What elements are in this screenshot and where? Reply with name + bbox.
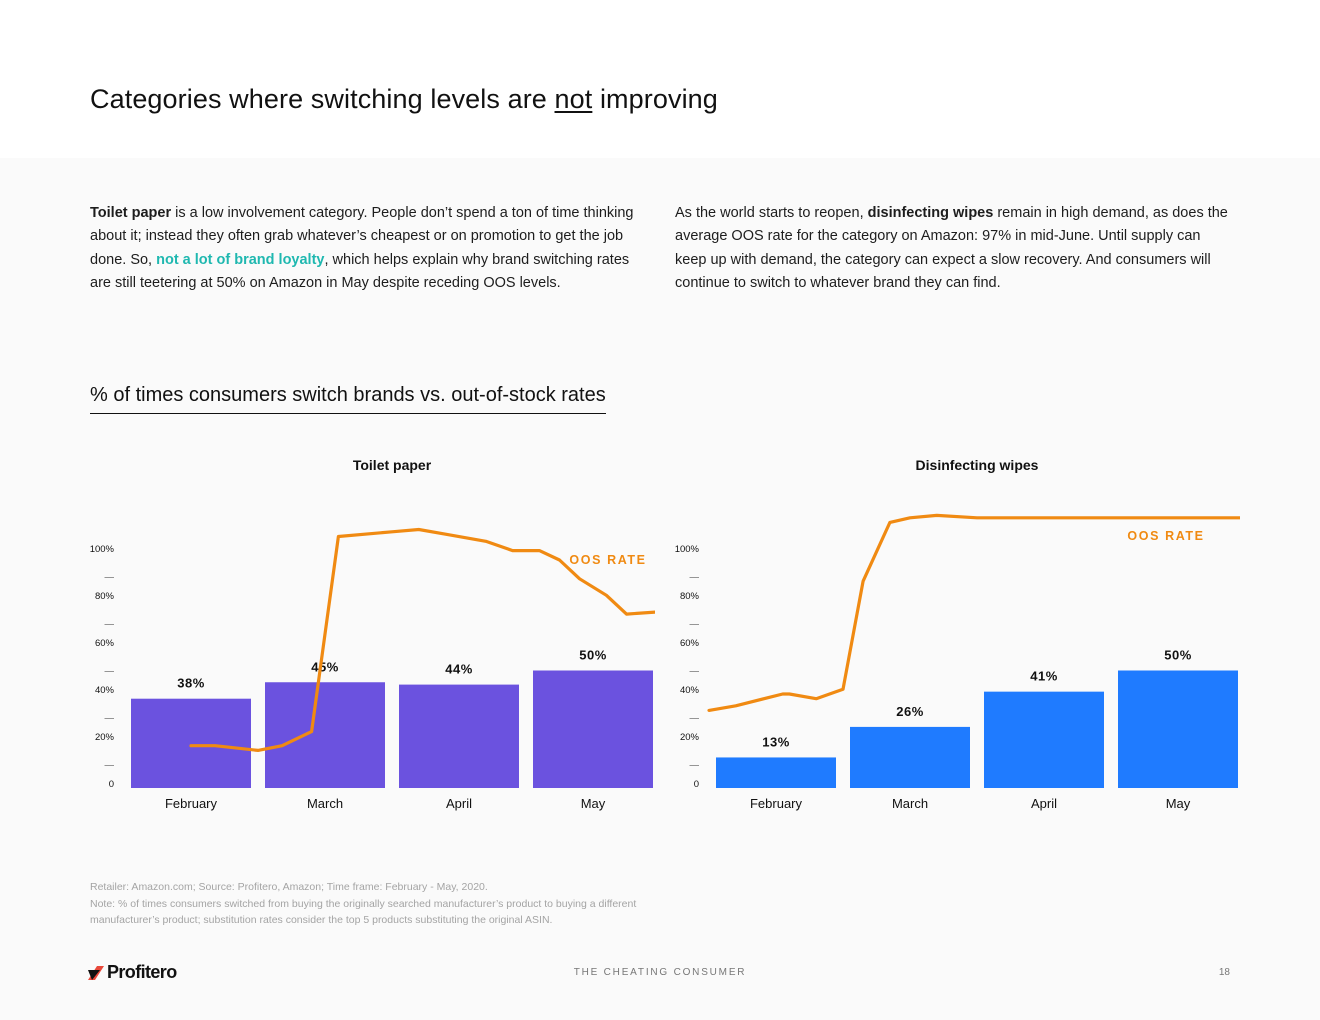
y-tick-dash: — [105,666,115,677]
oos-rate-label: OOS RATE [569,553,646,567]
header-band [0,0,1320,158]
y-tick-label: 20% [95,732,115,743]
toilet-paper-chart: Toilet paper 0 — 20% — 40% — 60% — 80% — 100% 38% Feb… [85,450,662,830]
y-tick-dash: — [690,760,700,771]
bar [265,682,385,788]
title-text-start: Categories where switching levels are [90,84,555,114]
x-category-label: April [1031,796,1057,811]
bar-value-label: 26% [896,704,924,719]
logo-mark-icon [88,965,104,980]
source-line: Retailer: Amazon.com; Source: Profitero,… [90,881,488,893]
bar-value-label: 44% [445,662,473,677]
oos-rate-label: OOS RATE [1127,529,1204,543]
profitero-logo: Profitero [88,962,177,983]
title-emphasis: not [554,84,593,114]
paragraph-text: , which helps explain why brand switchin… [90,251,630,292]
bar-value-label: 50% [1164,648,1192,663]
y-tick-dash: — [690,619,700,630]
logo-text: Profitero [107,962,177,982]
oos-rate-line [707,513,1301,712]
x-category-label: April [446,796,472,811]
bar-value-label: 38% [177,676,205,691]
y-tick-dash: — [105,619,115,630]
y-tick-label: 0 [109,779,114,790]
bar [399,684,519,788]
y-tick-dash: — [105,760,115,771]
bar [1118,670,1238,788]
bar [850,726,970,788]
page-number: 18 [1218,967,1230,978]
y-tick-label: 100% [675,544,700,555]
chart-title: Toilet paper [353,457,432,473]
paragraph-text: As the world starts to reopen, [675,205,868,221]
y-tick-label: 60% [680,638,700,649]
paragraph-text: remain in high demand, as does the avera… [675,205,1228,292]
title-text-end: improving [592,84,718,114]
x-category-label: May [581,796,606,811]
wipes-chart: Disinfecting wipes 0 — 20% — 40% — 60% — 80% — 100%… [670,450,1301,830]
bar-value-label: 41% [1030,669,1058,684]
brand-loyalty-highlight: not a lot of brand loyalty [156,251,325,268]
toilet-paper-lead: Toilet paper [90,205,172,221]
wipes-chart-svg: Disinfecting wipes 0 — 20% — 40% — 60% — 80% — 100%… [675,457,1301,811]
bar [533,670,653,788]
oos-rate-line [189,527,662,752]
note-line: Note: % of times consumers switched from… [90,897,637,927]
page-title: Categories where switching levels are no… [90,84,718,115]
wipes-bold: disinfecting wipes [867,205,994,221]
y-tick-label: 40% [95,685,115,696]
wipes-paragraph: As the world starts to reopen, disinfect… [675,202,1235,296]
chart-section-title: % of times consumers switch brands vs. o… [90,384,606,414]
y-tick-label: 40% [680,685,700,696]
y-tick-dash: — [690,666,700,677]
y-tick-label: 0 [694,779,699,790]
y-tick-label: 80% [95,591,115,602]
y-tick-dash: — [105,572,115,583]
footer-report-name: THE CHEATING CONSUMER [573,967,747,978]
x-category-label: March [892,796,928,811]
toilet-paper-chart-svg: Toilet paper 0 — 20% — 40% — 60% — 80% — 100% 38% Feb… [90,457,662,811]
y-tick-label: 20% [680,732,700,743]
y-tick-label: 100% [90,544,115,555]
y-tick-label: 60% [95,638,115,649]
source-notes: Retailer: Amazon.com; Source: Profitero,… [90,879,680,929]
x-category-label: May [1166,796,1191,811]
bar-value-label: 13% [762,734,790,749]
toilet-paper-paragraph: Toilet paper is a low involvement catego… [90,202,635,296]
y-tick-dash: — [690,572,700,583]
bar [984,691,1104,788]
bar-value-label: 50% [579,648,607,663]
y-tick-label: 80% [680,591,700,602]
bar [716,757,836,788]
y-tick-dash: — [105,713,115,724]
bar [131,698,251,788]
bar-value-label: 45% [311,659,339,674]
y-tick-dash: — [690,713,700,724]
x-category-label: March [307,796,343,811]
x-category-label: February [750,796,803,811]
x-category-label: February [165,796,218,811]
paragraph-text: is a low involvement category. People do… [90,205,634,268]
chart-title: Disinfecting wipes [916,457,1039,473]
